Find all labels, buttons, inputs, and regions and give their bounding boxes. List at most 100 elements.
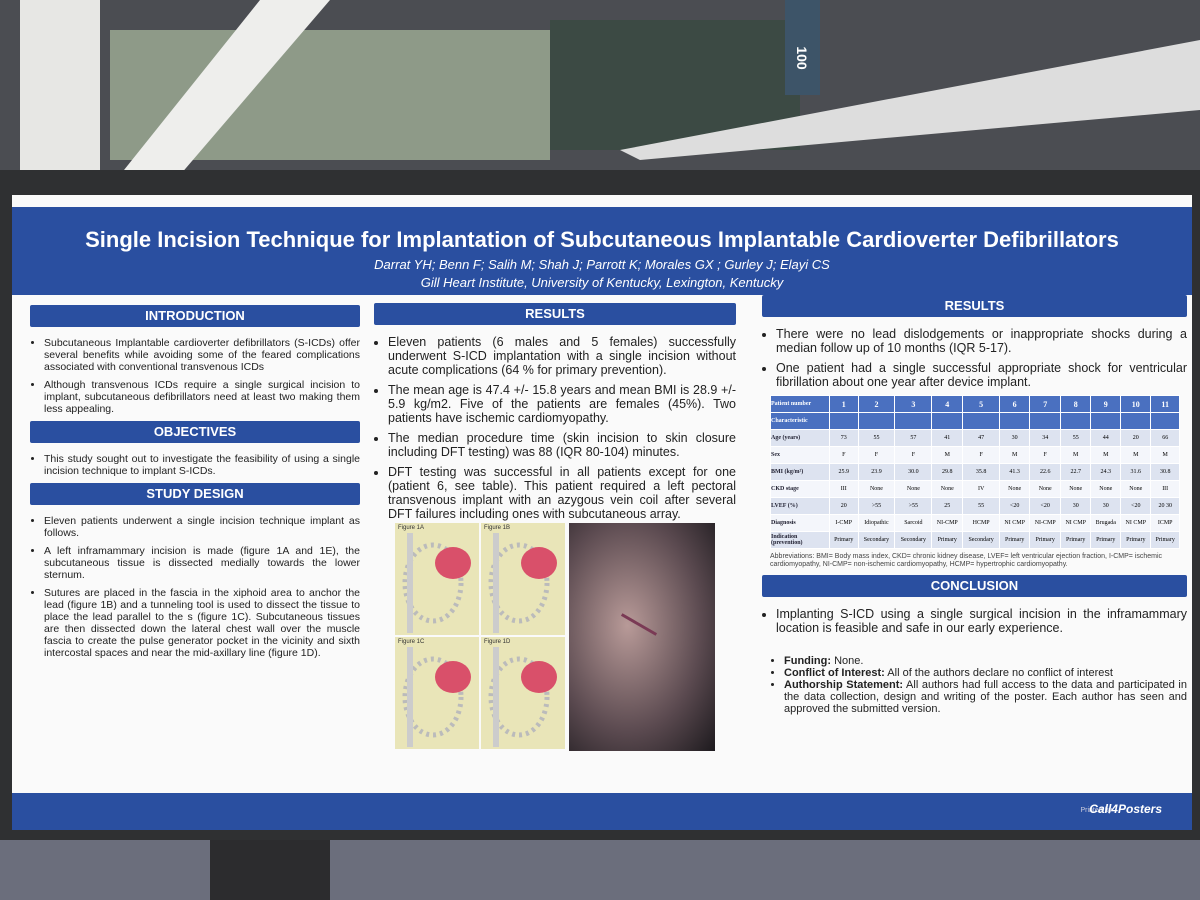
figure-art [402, 533, 471, 633]
table-cell: Primary [1150, 531, 1180, 549]
figure-art [488, 647, 557, 747]
table-cell: Age (years) [770, 429, 830, 447]
table-cell: 55 [857, 429, 896, 447]
table-cell: 22.6 [1029, 463, 1062, 481]
bullet-list: Implanting S-ICD using a single surgical… [762, 607, 1187, 635]
bullet-list: There were no lead dislodgements or inap… [762, 327, 1187, 389]
title: Single Incision Technique for Implantati… [85, 227, 1119, 252]
table-row: BMI (kg/m²) 25.9 23.9 30.0 29.8 35.8 41.3 22.6 2… [770, 463, 1180, 481]
table-cell: 22.7 [1060, 463, 1092, 481]
empty-cell [931, 412, 964, 430]
bullet-list: Eleven patients (6 males and 5 females) … [374, 335, 736, 521]
table-cell: <20 [999, 497, 1031, 515]
table-cell: 25.9 [829, 463, 859, 481]
table-cell: Diagnosis [770, 514, 830, 532]
logo: Call4Posters [1089, 802, 1162, 816]
section: RESULTS There were no lead dislodgements … [762, 295, 1187, 389]
table-cell: 23.9 [857, 463, 896, 481]
beam [120, 0, 330, 175]
table-cell: Idiopathic [857, 514, 896, 532]
abbreviations: Abbreviations: BMI= Body mass index, CKD… [770, 553, 1163, 568]
section-heading: RESULTS [762, 295, 1187, 317]
section-heading: CONCLUSION [762, 575, 1187, 597]
poster: Single Incision Technique for Implantati… [12, 195, 1192, 830]
table-cell: F [1029, 446, 1062, 464]
middle-column: RESULTS Eleven patients (6 males and 5 fe… [374, 303, 736, 527]
table-cell: None [1120, 480, 1152, 498]
arm [407, 647, 413, 747]
disclosure: Authorship Statement: All authors had fu… [784, 679, 1187, 715]
table-cell: 30 [999, 429, 1031, 447]
header-cell: Patient number [770, 395, 830, 413]
empty-cell [857, 412, 896, 430]
table-cell: 20 [829, 497, 859, 515]
table-cell: NI-CMP [1029, 514, 1062, 532]
table-cell: Sex [770, 446, 830, 464]
table-cell: I-CMP [829, 514, 859, 532]
figures: Figure 1A Figure 1B Figure 1C Figure 1D [395, 523, 715, 751]
disclosure-label: Conflict of Interest: [784, 667, 885, 679]
disclosure-text: All authors had full access to the data … [784, 679, 1187, 715]
empty-cell [1120, 412, 1152, 430]
header-cell: 9 [1090, 395, 1122, 413]
table-wrap: Patient number 1 2 3 4 5 6 7 8 9 10 11 Characteristi… [770, 395, 1180, 549]
table-cell: M [1060, 446, 1092, 464]
section: OBJECTIVES This study sought out to inves… [30, 421, 360, 477]
heart [521, 661, 557, 693]
table-cell: F [894, 446, 933, 464]
header-cell: 8 [1060, 395, 1092, 413]
table-cell: Primary [1060, 531, 1092, 549]
bullet: The mean age is 47.4 +/- 15.8 years and … [388, 383, 736, 425]
arm [493, 533, 499, 633]
ramp [620, 40, 1200, 160]
figure-label: Figure 1B [484, 525, 511, 531]
arm [493, 647, 499, 747]
bullet: Although transvenous ICDs require a sing… [44, 379, 360, 415]
figure-panel: Figure 1B [481, 523, 565, 635]
table-cell: 66 [1150, 429, 1180, 447]
section-heading: OBJECTIVES [30, 421, 360, 443]
subheader-row: Characteristic [770, 412, 1180, 430]
disclosure-text: None. [834, 655, 864, 667]
section: INTRODUCTION Subcutaneous Implantable car… [30, 305, 360, 415]
table-cell: 25 [931, 497, 964, 515]
authors: Darrat YH; Benn F; Salih M; Shah J; Parr… [374, 257, 830, 272]
section-heading: STUDY DESIGN [30, 483, 360, 505]
table-cell: None [857, 480, 896, 498]
bullet: This study sought out to investigate the… [44, 453, 360, 477]
section-heading: RESULTS [374, 303, 736, 325]
table-row: Sex F F F M F M F M M M M [770, 446, 1180, 464]
sign-text: 100 [794, 46, 810, 70]
table-cell: Secondary [857, 531, 896, 549]
table-cell: Indication (prevention) [770, 531, 830, 549]
table-cell: III [829, 480, 859, 498]
table-cell: HCMP [962, 514, 1001, 532]
table-cell: F [829, 446, 859, 464]
incision [620, 613, 658, 636]
disclosure-label: Funding: [784, 655, 832, 667]
table-cell: M [931, 446, 964, 464]
table-cell: Primary [931, 531, 964, 549]
ribcage [402, 656, 464, 738]
table-cell: <20 [1029, 497, 1062, 515]
table-cell: M [999, 446, 1031, 464]
header-cell: 11 [1150, 395, 1180, 413]
empty-cell [1090, 412, 1122, 430]
header-cell: 2 [857, 395, 896, 413]
header-cell: 4 [931, 395, 964, 413]
bullet: Eleven patients underwent a single incis… [44, 515, 360, 539]
arm [407, 533, 413, 633]
empty-cell [1029, 412, 1062, 430]
data-table: Patient number 1 2 3 4 5 6 7 8 9 10 11 Characteristi… [770, 395, 1180, 549]
table-cell: 73 [829, 429, 859, 447]
table-cell: <20 [1120, 497, 1152, 515]
empty-cell [962, 412, 1001, 430]
ribcage [402, 542, 464, 624]
table-cell: LVEF (%) [770, 497, 830, 515]
table-row: Age (years) 73 55 57 41 47 30 34 55 44 20 66 [770, 429, 1180, 447]
table-cell: Secondary [962, 531, 1001, 549]
bullet: Implanting S-ICD using a single surgical… [776, 607, 1187, 635]
banner: Single Incision Technique for Implantati… [12, 207, 1192, 295]
section: RESULTS Eleven patients (6 males and 5 fe… [374, 303, 736, 521]
table-cell: NI CMP [1060, 514, 1092, 532]
